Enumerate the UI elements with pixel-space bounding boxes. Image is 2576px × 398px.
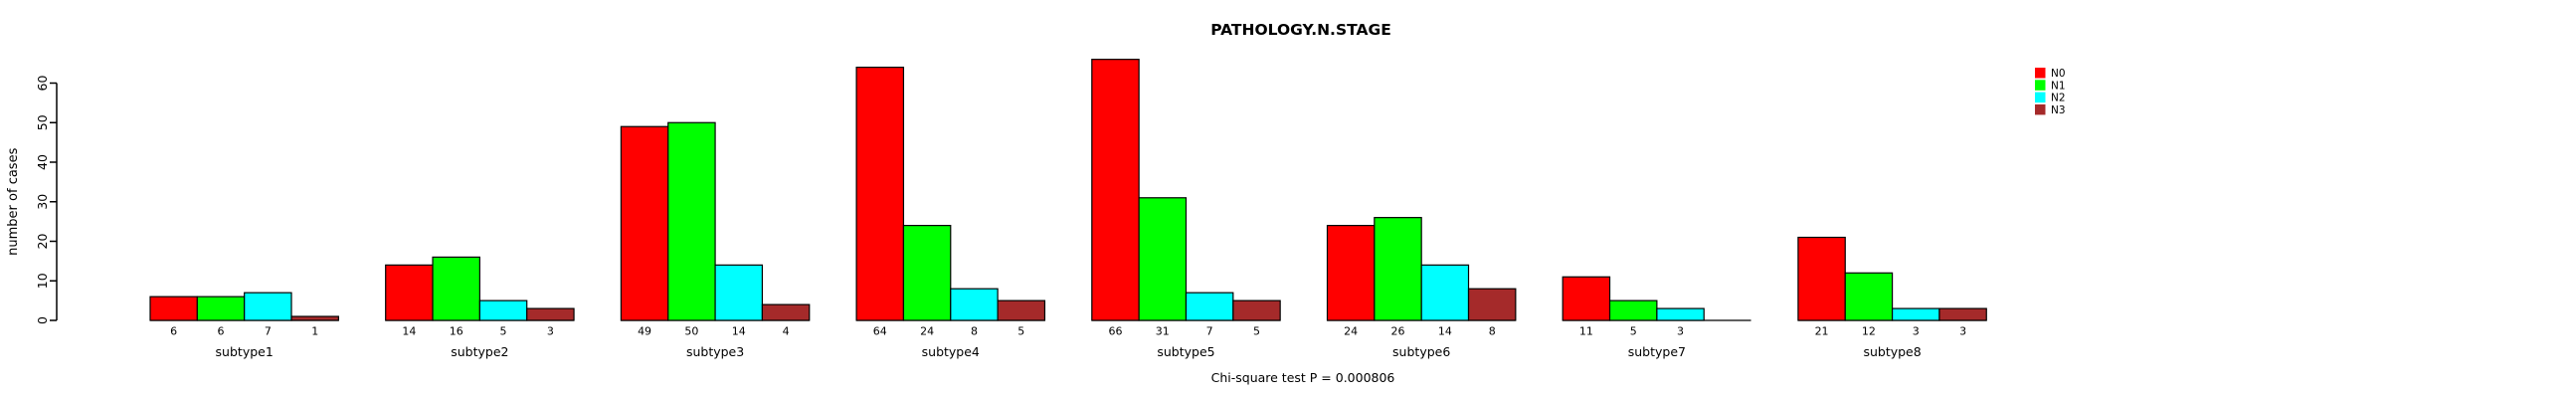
y-axis-tick-label: 20: [35, 234, 50, 250]
bar-value-label: 8: [971, 325, 978, 338]
bar-value-label: 31: [1156, 325, 1170, 338]
bar-value-label: 5: [1630, 325, 1637, 338]
bar-subtype7-N1: [1608, 299, 1658, 321]
bar-subtype7-N0: [1562, 276, 1611, 321]
category-label: subtype1: [216, 344, 274, 359]
bar-value-label: 7: [265, 325, 272, 338]
bar-value-label: 66: [1108, 325, 1122, 338]
bar-value-label: 49: [638, 325, 651, 338]
bar-subtype3-N3: [761, 303, 811, 321]
category-label: subtype5: [1157, 344, 1214, 359]
bar-subtype1-N3: [290, 315, 339, 321]
y-axis-tick-label: 10: [35, 273, 50, 289]
category-label: subtype3: [686, 344, 744, 359]
bar-value-label: 21: [1815, 325, 1829, 338]
bar-subtype8-N1: [1844, 272, 1894, 321]
bar-value-label: 4: [783, 325, 790, 338]
bar-value-label: 12: [1862, 325, 1876, 338]
y-axis-title: number of cases: [6, 147, 21, 255]
bar-subtype1-N0: [149, 296, 198, 321]
bar-value-label: 3: [547, 325, 554, 338]
bar-subtype2-N1: [432, 256, 480, 321]
bar-subtype4-N3: [997, 299, 1046, 321]
bar-subtype7-N2: [1656, 307, 1705, 321]
bar-subtype6-N2: [1420, 264, 1470, 321]
legend-swatch-N0: [2035, 68, 2046, 79]
legend-swatch-N2: [2035, 92, 2046, 103]
bar-value-label: 5: [500, 325, 507, 338]
bar-subtype3-N1: [667, 121, 716, 321]
bar-subtype3-N0: [620, 125, 669, 321]
chart-title: PATHOLOGY.N.STAGE: [1210, 21, 1391, 39]
legend-label-N3: N3: [2051, 104, 2066, 116]
bar-value-label: 3: [1677, 325, 1684, 338]
bar-subtype5-N3: [1232, 299, 1281, 321]
bar-value-label: 14: [402, 325, 416, 338]
bar-value-label: 5: [1253, 325, 1260, 338]
bar-subtype8-N2: [1891, 307, 1940, 321]
bar-subtype1-N1: [196, 296, 246, 321]
legend-label-N1: N1: [2051, 80, 2066, 92]
bar-subtype5-N2: [1185, 292, 1234, 321]
bar-value-label: 24: [920, 325, 934, 338]
bar-subtype5-N1: [1138, 197, 1188, 321]
category-label: subtype2: [451, 344, 508, 359]
legend-swatch-N3: [2035, 103, 2046, 115]
y-axis-tick-label: 0: [35, 316, 50, 324]
bar-subtype2-N3: [526, 307, 575, 321]
bar-subtype2-N0: [385, 264, 434, 321]
bar-value-label: 64: [873, 325, 887, 338]
bar-subtype2-N2: [478, 299, 528, 321]
bar-value-label: 14: [732, 325, 746, 338]
bar-subtype3-N2: [714, 264, 764, 321]
category-label: subtype7: [1628, 344, 1686, 359]
bar-subtype8-N0: [1797, 236, 1846, 321]
legend-swatch-N1: [2035, 80, 2046, 91]
category-label: subtype4: [922, 344, 980, 359]
bar-value-label: 7: [1206, 325, 1213, 338]
bar-value-label: 6: [170, 325, 177, 338]
bar-subtype1-N2: [244, 292, 292, 321]
bar-value-label: 3: [1913, 325, 1920, 338]
bar-value-label: 5: [1017, 325, 1024, 338]
y-axis-tick-label: 30: [35, 194, 50, 210]
category-label: subtype6: [1392, 344, 1450, 359]
bar-value-label: 24: [1344, 325, 1358, 338]
bar-subtype6-N0: [1326, 225, 1376, 321]
bar-value-label: 26: [1391, 325, 1405, 338]
chi-square-annotation: Chi-square test P = 0.000806: [1211, 370, 1395, 385]
legend-label-N2: N2: [2051, 93, 2066, 104]
bar-value-label: 3: [1959, 325, 1966, 338]
y-axis-tick-label: 60: [35, 76, 50, 92]
bar-subtype6-N1: [1374, 217, 1422, 321]
bar-value-label: 8: [1489, 325, 1496, 338]
bar-subtype8-N3: [1938, 307, 1987, 321]
bar-subtype4-N2: [950, 288, 999, 321]
bar-value-label: 1: [311, 325, 318, 338]
bar-subtype4-N1: [902, 225, 952, 321]
bar-subtype4-N0: [855, 66, 905, 321]
y-axis-tick-label: 50: [35, 114, 50, 130]
bar-value-label: 14: [1438, 325, 1452, 338]
bar-subtype5-N0: [1091, 59, 1140, 321]
y-axis-tick-label: 40: [35, 154, 50, 170]
bar-value-label: 6: [218, 325, 225, 338]
legend-label-N0: N0: [2051, 68, 2066, 80]
bar-value-label: 50: [684, 325, 698, 338]
bar-value-label: 16: [450, 325, 463, 338]
category-label: subtype8: [1863, 344, 1921, 359]
bar-subtype6-N3: [1467, 288, 1517, 321]
bar-value-label: 11: [1579, 325, 1593, 338]
